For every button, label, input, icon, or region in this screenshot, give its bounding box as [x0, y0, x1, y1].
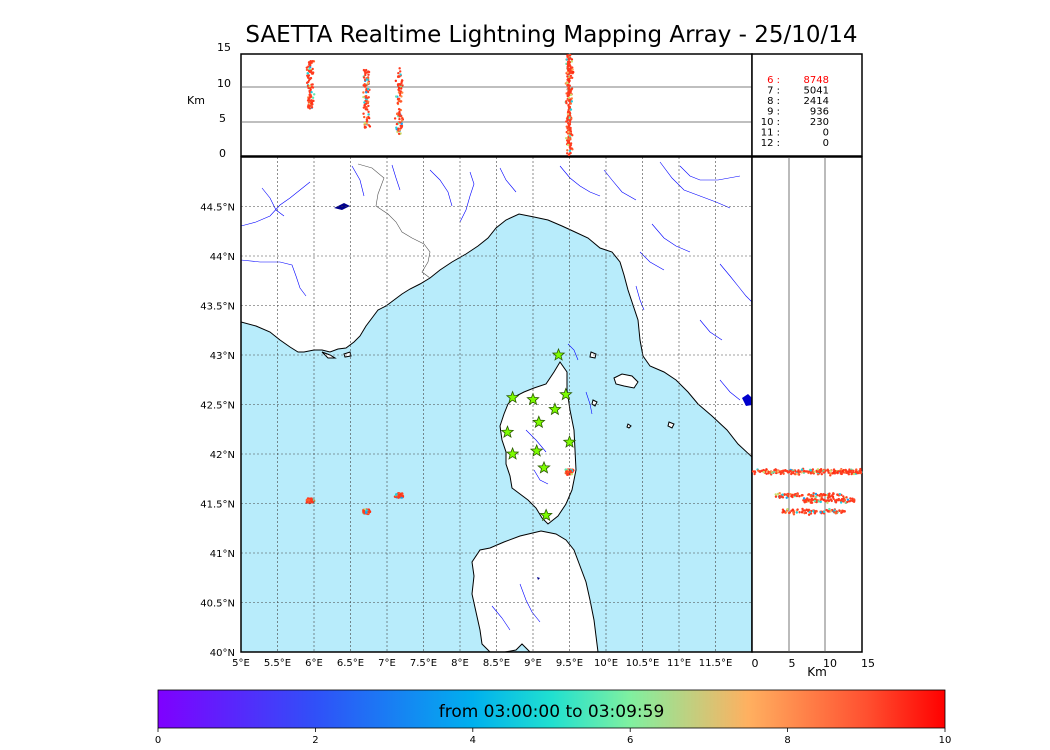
lon-tick-label: 11°E	[667, 658, 691, 669]
side-panel: 0 5 10 15 Km	[751, 156, 875, 679]
lat-tick-label: 42°N	[210, 450, 235, 461]
lon-tick-label: 8°E	[451, 658, 469, 669]
lat-tick-label: 40°N	[210, 648, 235, 659]
station-star	[526, 392, 540, 406]
station-count-value: 230	[810, 117, 829, 128]
lat-tick-label: 43.5°N	[200, 302, 235, 313]
station-star	[537, 460, 551, 474]
colorbar-tick-label: 8	[784, 735, 790, 746]
mainland-coast	[241, 157, 752, 458]
station-count-n: 8 :	[767, 96, 780, 107]
station-star	[532, 415, 546, 429]
rivers	[241, 161, 752, 631]
station-count-value: 936	[810, 107, 829, 118]
colorbar: 0 2 4 6 8 10	[155, 689, 952, 746]
station-count-panel: 6 : 8748 7 : 5041 8 : 2414 9 : 936 10 : 230 11 : 0 1…	[751, 53, 863, 157]
side-tick-0: 0	[752, 657, 759, 670]
colorbar-tick-label: 6	[627, 735, 633, 746]
corsica	[499, 361, 577, 525]
lat-tick-label: 44°N	[210, 252, 235, 263]
lon-tick-label: 11.5°E	[699, 658, 733, 669]
altitude-panel: 15 10 5 0 Km	[187, 41, 753, 160]
station-count-n: 9 :	[767, 107, 780, 118]
station-star	[505, 446, 520, 460]
lat-tick-label: 42.5°N	[200, 401, 235, 412]
side-tick-15: 15	[861, 657, 875, 670]
station-count-n: 12 :	[761, 138, 780, 149]
lat-tick-label: 43°N	[210, 351, 235, 362]
lat-tick-label: 40.5°N	[200, 599, 235, 610]
colorbar-ticks: 0 2 4 6 8 10	[155, 728, 952, 746]
station-star	[500, 425, 515, 439]
map-gridlines	[241, 157, 752, 652]
colorbar-tick-label: 4	[470, 735, 476, 746]
lon-tick-label: 9°E	[524, 658, 542, 669]
station-count-n: 6 :	[767, 75, 780, 86]
station-star	[551, 347, 566, 361]
lon-tick-label: 5.5°E	[264, 658, 291, 669]
colorbar-tick-label: 0	[155, 735, 161, 746]
station-count-n: 7 :	[767, 86, 780, 97]
map-lightning-sources	[305, 468, 575, 516]
alt-tick-10: 10	[217, 77, 231, 90]
sardinia	[471, 530, 599, 652]
alt-tick-5: 5	[219, 112, 226, 125]
lon-tick-label: 5°E	[232, 658, 250, 669]
map-panel: 5°E 5.5°E 6°E 6.5°E 7°E 7.5°E 8°E 8.5°E 9°E 9.5°E…	[200, 156, 753, 669]
station-count-value: 2414	[804, 96, 829, 107]
lat-tick-label: 41°N	[210, 549, 235, 560]
alt-axis-label: Km	[187, 94, 205, 107]
montecristo-island	[626, 423, 632, 429]
longitude-tick-labels: 5°E 5.5°E 6°E 6.5°E 7°E 7.5°E 8°E 8.5°E 9°E 9.5°E…	[232, 658, 732, 669]
lon-tick-label: 6°E	[305, 658, 323, 669]
station-count-value: 0	[823, 138, 829, 149]
lat-tick-label: 44.5°N	[200, 203, 235, 214]
side-tick-10: 10	[823, 657, 837, 670]
giglio-island	[667, 421, 675, 429]
lon-tick-label: 10.5°E	[626, 658, 660, 669]
colorbar-tick-label: 2	[312, 735, 318, 746]
lake-corsica	[537, 577, 540, 580]
lon-tick-label: 9.5°E	[556, 658, 583, 669]
elba-island	[613, 373, 639, 389]
chart-title: SAETTA Realtime Lightning Mapping Array …	[245, 22, 858, 48]
station-count-value: 5041	[804, 86, 829, 97]
lat-tick-label: 41.5°N	[200, 500, 235, 511]
station-star	[505, 390, 520, 404]
station-count-list: 6 : 8748 7 : 5041 8 : 2414 9 : 936 10 : 230 11 : 0 1…	[761, 75, 829, 149]
alt-tick-0: 0	[219, 147, 226, 160]
side-tick-5: 5	[789, 657, 796, 670]
colorbar-tick-label: 10	[939, 735, 952, 746]
lon-tick-label: 6.5°E	[337, 658, 364, 669]
lma-stations	[500, 347, 577, 522]
station-count-n: 10 :	[761, 117, 780, 128]
station-star	[559, 387, 573, 401]
station-count-value: 8748	[804, 75, 829, 86]
station-star	[562, 434, 577, 448]
lon-tick-label: 7°E	[378, 658, 396, 669]
blue-marker	[742, 394, 752, 406]
station-star	[539, 508, 553, 522]
station-count-value: 0	[823, 128, 829, 139]
lon-tick-label: 10°E	[594, 658, 618, 669]
alt-tick-15: 15	[217, 41, 231, 54]
hyeres-islands	[321, 351, 352, 359]
station-count-n: 11 :	[761, 128, 780, 139]
latitude-tick-labels: 44.5°N 44°N 43.5°N 43°N 42.5°N 42°N 41.5°N 41°N…	[200, 203, 235, 660]
lon-tick-label: 8.5°E	[483, 658, 510, 669]
country-borders	[357, 163, 431, 279]
station-star	[529, 443, 544, 457]
altitude-lightning-sources	[305, 53, 575, 157]
station-star	[548, 402, 562, 416]
side-lightning-sources	[751, 467, 863, 516]
side-axis-label: Km	[807, 665, 827, 679]
lon-tick-label: 7.5°E	[410, 658, 437, 669]
